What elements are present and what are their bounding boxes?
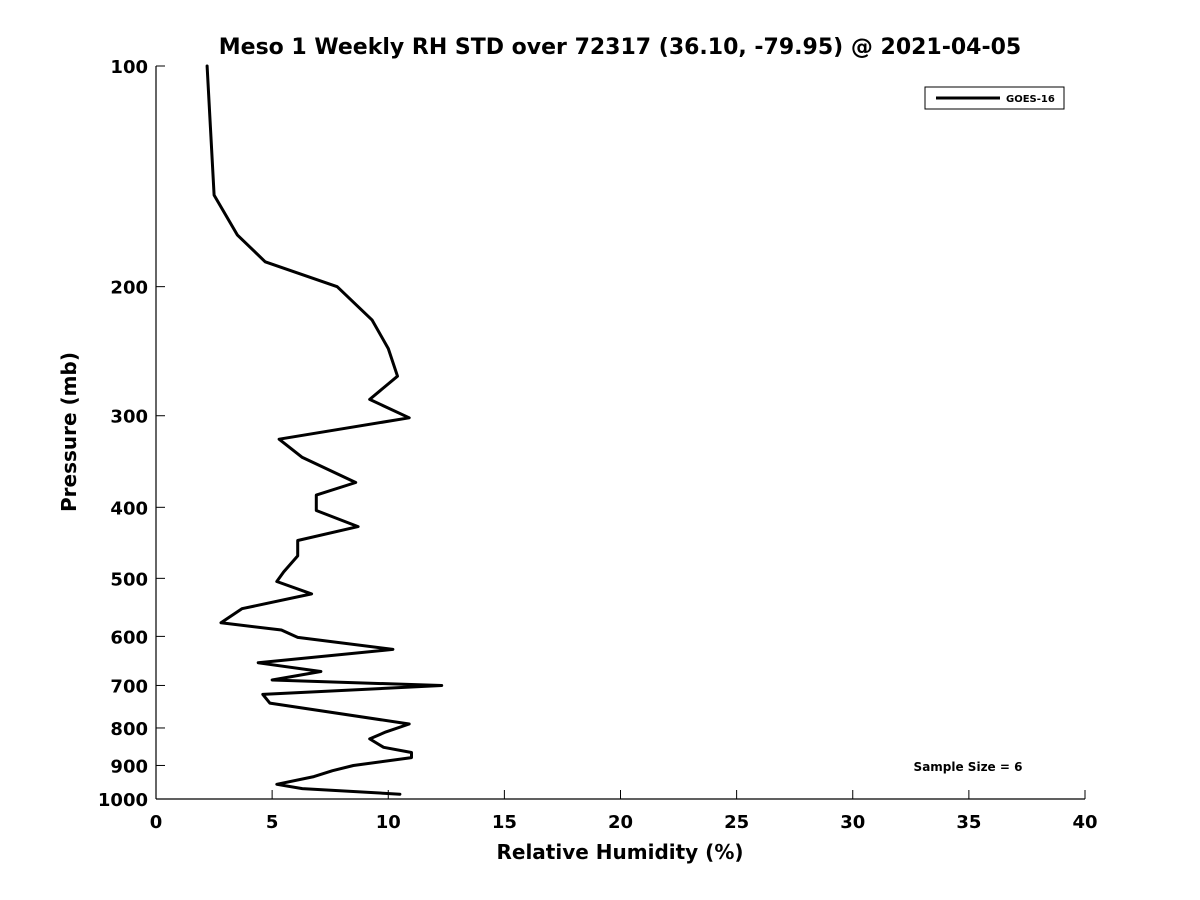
y-tick-label: 500 xyxy=(110,569,148,590)
y-tick-label: 800 xyxy=(110,719,148,740)
series-layer xyxy=(205,64,444,796)
x-tick-label: 25 xyxy=(724,812,749,833)
x-tick-label: 20 xyxy=(608,812,633,833)
y-axis-label: Pressure (mb) xyxy=(57,352,81,512)
x-tick-label: 15 xyxy=(492,812,517,833)
x-tick-label: 30 xyxy=(840,812,865,833)
y-tick-label: 900 xyxy=(110,756,148,777)
sample-size-annotation: Sample Size = 6 xyxy=(914,760,1023,774)
axes xyxy=(155,65,1086,800)
series-line-goes-16 xyxy=(205,64,444,796)
x-tick-label: 10 xyxy=(376,812,401,833)
y-tick-label: 200 xyxy=(110,278,148,299)
tick-labels: 0 5 10 15 20 25 30 35 40 100 200 300 400 500 600 700 800… xyxy=(98,57,1098,833)
y-tick-label: 700 xyxy=(110,676,148,697)
chart-title: Meso 1 Weekly RH STD over 72317 (36.10, … xyxy=(219,35,1021,60)
x-axis-label: Relative Humidity (%) xyxy=(496,840,743,864)
y-tick-label: 1000 xyxy=(98,790,148,811)
y-tick-label: 400 xyxy=(110,498,148,519)
y-tick-label: 100 xyxy=(110,57,148,78)
legend: GOES-16 xyxy=(924,86,1065,110)
x-tick-label: 0 xyxy=(150,812,163,833)
x-tick-label: 35 xyxy=(956,812,981,833)
x-tick-label: 5 xyxy=(266,812,279,833)
y-tick-label: 300 xyxy=(110,407,148,428)
legend-label-goes-16: GOES-16 xyxy=(1006,94,1055,105)
x-tick-label: 40 xyxy=(1072,812,1097,833)
y-tick-label: 600 xyxy=(110,627,148,648)
